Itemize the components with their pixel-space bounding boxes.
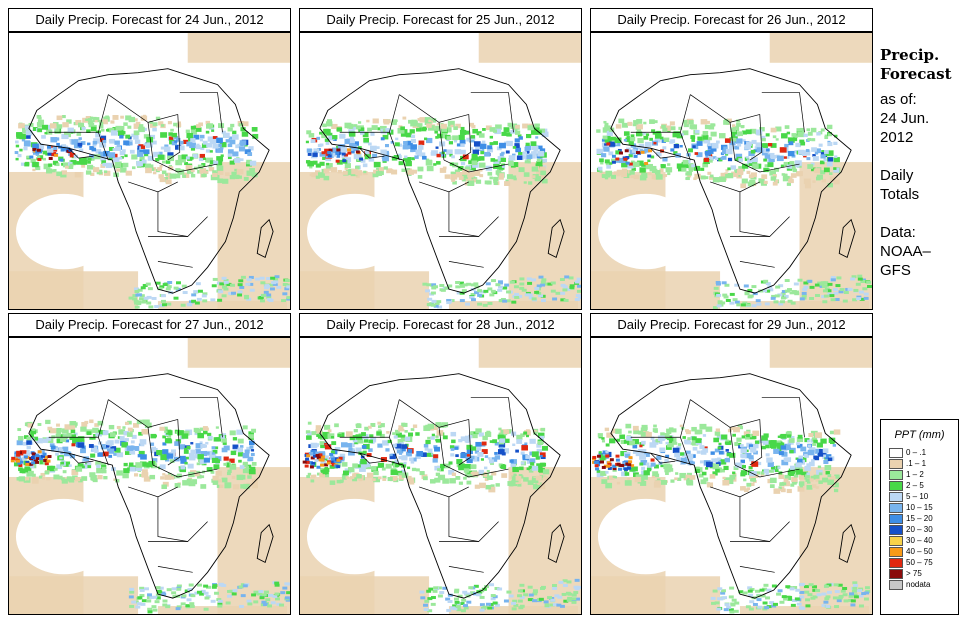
legend-swatch [889, 546, 903, 557]
precip-field [591, 338, 872, 614]
panel-title: Daily Precip. Forecast for 27 Jun., 2012 [8, 313, 291, 337]
panel-title: Daily Precip. Forecast for 26 Jun., 2012 [590, 8, 873, 32]
legend-item: 10 – 15 [889, 502, 958, 513]
sidebar-heading-line: Forecast [880, 65, 952, 83]
precip-field [591, 33, 872, 309]
legend-item: 2 – 5 [889, 480, 958, 491]
legend-item: 1 – 2 [889, 469, 958, 480]
legend-item: .1 – 1 [889, 458, 958, 469]
legend-label: 15 – 20 [906, 514, 933, 523]
sidebar-line: Data: [880, 224, 916, 241]
sidebar-line: GFS [880, 262, 911, 279]
legend-item: 20 – 30 [889, 524, 958, 535]
panel-title: Daily Precip. Forecast for 29 Jun., 2012 [590, 313, 873, 337]
panel-title: Daily Precip. Forecast for 28 Jun., 2012 [299, 313, 582, 337]
legend-label: 1 – 2 [906, 470, 924, 479]
legend-item: 50 – 75 [889, 557, 958, 568]
precip-map [8, 337, 291, 615]
sidebar-line: Totals [880, 186, 920, 203]
forecast-panel-1: Daily Precip. Forecast for 24 Jun., 2012 [8, 8, 291, 310]
forecast-panel-6: Daily Precip. Forecast for 29 Jun., 2012 [590, 313, 873, 615]
legend-item: 15 – 20 [889, 513, 958, 524]
legend-swatch [889, 535, 903, 546]
legend-item: nodata [889, 579, 958, 590]
legend-item: 5 – 10 [889, 491, 958, 502]
legend-item: 30 – 40 [889, 535, 958, 546]
forecast-panel-2: Daily Precip. Forecast for 25 Jun., 2012 [299, 8, 582, 310]
precip-map [299, 337, 582, 615]
precip-field [300, 338, 581, 614]
legend-swatch [889, 480, 903, 491]
panel-title: Daily Precip. Forecast for 25 Jun., 2012 [299, 8, 582, 32]
precip-map [8, 32, 291, 310]
legend-swatch [889, 568, 903, 579]
precip-field [9, 33, 290, 309]
sidebar-line: 24 Jun. [880, 110, 930, 127]
precip-map [590, 32, 873, 310]
legend-label: 0 – .1 [906, 448, 927, 457]
legend-label: > 75 [906, 569, 922, 578]
forecast-panel-3: Daily Precip. Forecast for 26 Jun., 2012 [590, 8, 873, 310]
legend-label: .1 – 1 [906, 459, 927, 468]
panel-title: Daily Precip. Forecast for 24 Jun., 2012 [8, 8, 291, 32]
sidebar-line: Daily [880, 167, 914, 184]
legend-swatch [889, 524, 903, 535]
legend-label: 30 – 40 [906, 536, 933, 545]
legend-swatch [889, 447, 903, 458]
legend-swatch [889, 579, 903, 590]
legend-swatch [889, 469, 903, 480]
sidebar-line: as of: [880, 91, 917, 108]
forecast-panel-4: Daily Precip. Forecast for 27 Jun., 2012 [8, 313, 291, 615]
sidebar-heading-line: Precip. [880, 46, 940, 64]
legend-label: nodata [906, 580, 931, 589]
precip-field [9, 338, 290, 614]
legend-item: 40 – 50 [889, 546, 958, 557]
precip-map [299, 32, 582, 310]
legend-label: 2 – 5 [906, 481, 924, 490]
legend-label: 50 – 75 [906, 558, 933, 567]
sidebar-line: NOAA– [880, 243, 931, 260]
legend-swatch [889, 491, 903, 502]
precip-legend: PPT (mm) 0 – .1 .1 – 1 1 – 2 2 – 5 5 – 10 10 … [880, 419, 959, 615]
legend-swatch [889, 458, 903, 469]
forecast-panel-5: Daily Precip. Forecast for 28 Jun., 2012 [299, 313, 582, 615]
legend-title: PPT (mm) [894, 429, 945, 441]
legend-label: 5 – 10 [906, 492, 929, 501]
precip-map [590, 337, 873, 615]
sidebar-info: Precip. Forecast as of: 24 Jun. 2012 Dai… [880, 46, 960, 280]
precip-field [300, 33, 581, 309]
legend-item: > 75 [889, 568, 958, 579]
legend-swatch [889, 502, 903, 513]
sidebar-line: 2012 [880, 129, 914, 146]
legend-item: 0 – .1 [889, 447, 958, 458]
legend-swatch [889, 557, 903, 568]
legend-label: 40 – 50 [906, 547, 933, 556]
legend-swatch [889, 513, 903, 524]
legend-items: 0 – .1 .1 – 1 1 – 2 2 – 5 5 – 10 10 – 15 15 – … [881, 447, 958, 590]
legend-label: 10 – 15 [906, 503, 933, 512]
legend-label: 20 – 30 [906, 525, 933, 534]
